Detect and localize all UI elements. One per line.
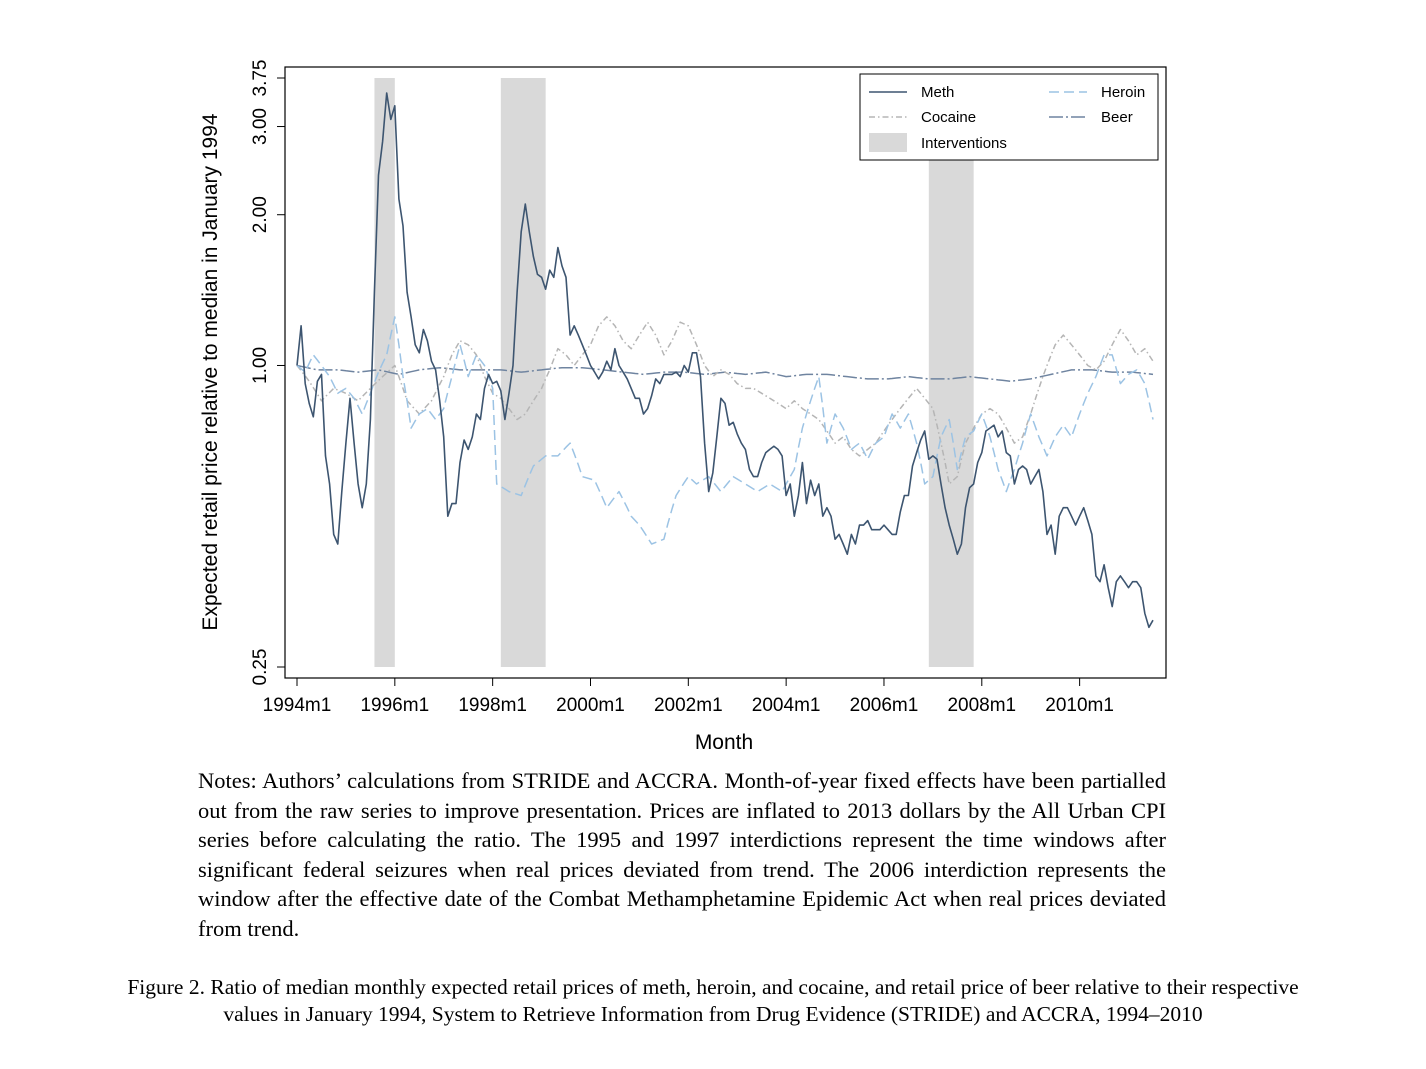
y-axis: 0.25 1.00 2.00 3.00 3.75 [250,60,285,686]
legend-swatch-interventions [869,133,907,152]
figure-caption: Figure 2. Ratio of median monthly expect… [10,974,1416,1028]
y-tick-label: 0.25 [250,649,271,686]
caption-line-2: values in January 1994, System to Retrie… [223,1002,1203,1026]
legend-label-heroin: Heroin [1101,84,1145,101]
series-lines [296,92,1154,629]
legend-label-meth: Meth [921,84,954,101]
y-tick-label: 3.75 [250,60,271,97]
x-tick-label: 2006m1 [850,695,919,716]
x-tick-label: 2010m1 [1045,695,1114,716]
legend-label-beer: Beer [1101,109,1133,126]
x-tick-label: 2004m1 [752,695,821,716]
series-line-meth [296,92,1154,629]
x-tick-label: 1996m1 [360,695,429,716]
legend-box [859,73,1159,161]
series-line-cocaine [296,316,1154,485]
caption-line-1: Figure 2. Ratio of median monthly expect… [127,975,1299,999]
intervention-band-1 [374,78,395,667]
chart-svg: 0.25 1.00 2.00 3.00 3.75 1994m1 1996m1 1998m1 2… [199,60,1167,754]
x-axis-title: Month [695,731,753,754]
legend-label-interventions: Interventions [921,135,1007,152]
y-tick-label: 3.00 [250,108,271,145]
chart-area: 0.25 1.00 2.00 3.00 3.75 1994m1 1996m1 1998m1 2… [199,60,1167,754]
intervention-band-3 [928,78,974,667]
y-tick-label: 2.00 [250,196,271,233]
y-axis-title: Expected retail price relative to median… [199,113,222,630]
plot-frame [284,66,1167,679]
x-axis: 1994m1 1996m1 1998m1 2000m1 2002m1 2004m1 2006… [263,678,1114,716]
y-tick-label: 1.00 [250,347,271,384]
x-tick-label: 1998m1 [458,695,527,716]
x-tick-label: 1994m1 [263,695,332,716]
legend-label-cocaine: Cocaine [921,109,976,126]
x-tick-label: 2002m1 [654,695,723,716]
legend: Meth Cocaine Interventions Heroin Beer [859,73,1159,161]
series-line-heroin [296,316,1154,545]
x-tick-label: 2000m1 [556,695,625,716]
series-line-beer [296,364,1154,383]
x-tick-label: 2008m1 [947,695,1016,716]
figure-notes: Notes: Authors’ calculations from STRIDE… [198,768,1166,941]
